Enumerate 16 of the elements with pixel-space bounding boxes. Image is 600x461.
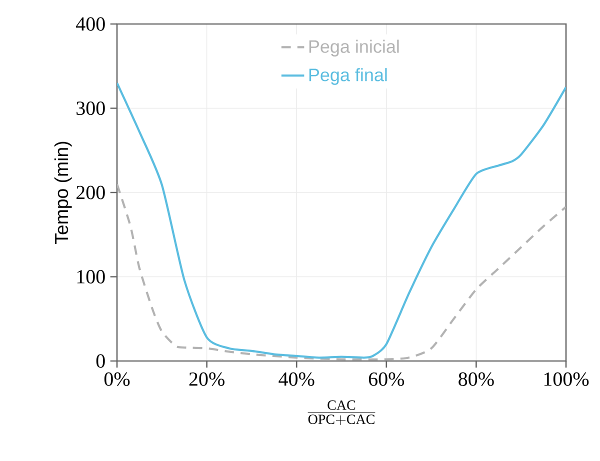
y-tick-label: 0 [96, 354, 105, 368]
line-series [117, 183, 566, 361]
x-tick-label: 20% [189, 372, 224, 386]
y-tick-label: 400 [76, 17, 105, 31]
x-tick-label: 80% [458, 372, 494, 386]
x-tick-label: 40% [278, 372, 314, 386]
legend-label: Pega final [309, 68, 387, 85]
y-axis-title: Tempo (min) [54, 142, 72, 244]
legend-label: Pega inicial [309, 40, 399, 56]
x-tick-label: 60% [368, 372, 404, 386]
y-tick-label: 100 [77, 270, 105, 284]
x-axis-title: $\frac{\mathrm{CAC}}{\mathrm{OPC{+}CAC}}$ [308, 400, 376, 426]
y-tick-label: 200 [76, 186, 105, 200]
y-tick-label: 300 [76, 102, 105, 115]
x-tick-label: 100% [544, 372, 589, 386]
x-tick-label: 0% [104, 372, 130, 386]
